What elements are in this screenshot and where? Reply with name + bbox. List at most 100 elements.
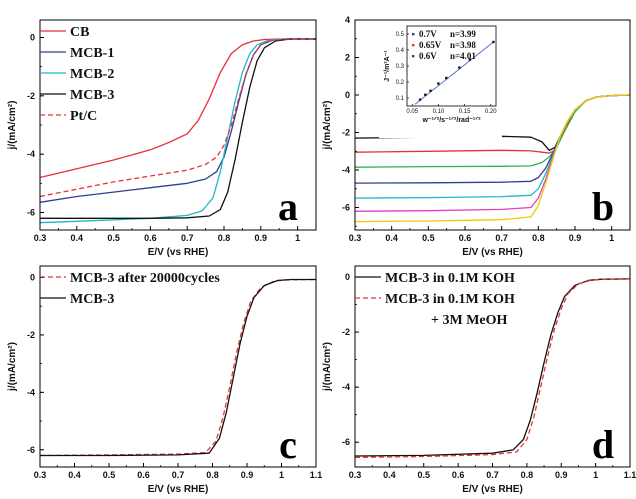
inset-legend-marker-0 <box>412 33 415 36</box>
series-line-1 <box>39 38 316 203</box>
legend-label-2: MCB-2 <box>70 67 114 82</box>
y-tick-label: -2 <box>27 330 35 340</box>
panel-letter: d <box>592 422 614 467</box>
inset-x-tick-label: 0.05 <box>406 109 418 115</box>
y-tick-label: -6 <box>342 203 350 213</box>
panel-c: 0.3 0.4 0.5 0.6 0.7 0.8 0.9 1 1.1 0 -2 -4 -6 E/V (vs … <box>7 265 323 495</box>
x-tick-label: 0.7 <box>486 470 499 480</box>
x-tick-label: 0.8 <box>218 233 231 243</box>
legend-label-4: Pt/C <box>70 109 97 124</box>
x-tick-label: 0.7 <box>172 470 185 480</box>
legend-label-cont-1: + 3M MeOH <box>431 313 508 328</box>
inset-legend-label-2: 0.6V <box>419 51 437 61</box>
x-tick-label: 0.6 <box>452 470 465 480</box>
panel-letter: a <box>278 184 298 229</box>
y-tick-label: 0 <box>345 272 350 282</box>
series-line-1 <box>354 278 631 459</box>
y-tick-label: -4 <box>27 149 35 159</box>
x-tick-label: 1 <box>609 233 614 243</box>
x-tick-label: 0.3 <box>34 233 47 243</box>
x-tick-label: 0.4 <box>68 470 81 480</box>
series-line-1 <box>40 278 316 457</box>
x-tick-label: 0.7 <box>495 233 508 243</box>
y-tick-label: 2 <box>345 53 350 63</box>
inset-legend-marker-1 <box>412 44 415 47</box>
y-tick-label: -2 <box>342 128 350 138</box>
inset-point-5 <box>458 66 461 69</box>
x-tick-label: 0.9 <box>555 470 568 480</box>
inset-legend-value-1: n=3.98 <box>450 40 476 50</box>
x-tick-label: 1 <box>593 470 598 480</box>
x-tick-label: 0.4 <box>71 233 84 243</box>
series-line-0 <box>39 38 316 179</box>
x-tick-label: 0.9 <box>255 233 268 243</box>
x-tick-label: 0.9 <box>241 470 254 480</box>
inset-x-title: w⁻¹ᐟ²/s⁻¹ᐟ²/rad⁻¹ᐟ² <box>421 116 481 124</box>
x-tick-label: 0.5 <box>107 233 120 243</box>
inset-background <box>379 24 502 138</box>
legend-label-0: MCB-3 after 20000cycles <box>70 271 220 286</box>
y-tick-label: -6 <box>27 208 35 218</box>
legend-label-3: MCB-3 <box>70 88 114 103</box>
x-tick-label: 0.3 <box>349 233 362 243</box>
x-tick-label: 0.5 <box>422 233 435 243</box>
legend-label-1: MCB-3 <box>70 292 114 307</box>
series-line-6 <box>354 94 631 223</box>
y-axis-title: j/(mA/cm²) <box>322 342 333 392</box>
y-tick-label: -2 <box>342 327 350 337</box>
inset-fit-line <box>414 41 494 105</box>
inset-x-tick-label: 0.20 <box>485 109 497 115</box>
inset-legend-label-1: 0.65V <box>419 40 442 50</box>
x-tick-label: 0.6 <box>144 233 157 243</box>
y-tick-label: -6 <box>27 445 35 455</box>
legend-label-1: MCB-1 <box>70 46 114 61</box>
panel-letter: c <box>279 422 297 467</box>
x-tick-label: 0.3 <box>349 470 362 480</box>
inset-legend-marker-2 <box>412 55 415 58</box>
x-tick-label: 0.8 <box>532 233 545 243</box>
x-tick-label: 1.1 <box>310 470 323 480</box>
series-line-0 <box>354 278 631 457</box>
inset-y-tick-label: 0.2 <box>396 80 405 86</box>
legend-label-1: MCB-3 in 0.1M KOH <box>385 292 515 307</box>
inset-y-tick-label: 0.1 <box>396 96 405 102</box>
x-tick-label: 0.5 <box>103 470 116 480</box>
x-axis-title: E/V (vs RHE) <box>462 247 523 258</box>
x-tick-label: 0.5 <box>417 470 430 480</box>
y-tick-label: 0 <box>30 33 35 43</box>
x-axis-title: E/V (vs RHE) <box>148 484 209 495</box>
y-tick-label: -4 <box>342 165 350 175</box>
x-tick-label: 0.6 <box>459 233 472 243</box>
x-axis-title: E/V (vs RHE) <box>462 484 523 495</box>
panel-a: 0.3 0.4 0.5 0.6 0.7 0.8 0.9 1 0 -2 -4 -6 E/V (vs RHE… <box>7 19 317 258</box>
panel-d: 0.3 0.4 0.5 0.6 0.7 0.8 0.9 1 1.1 0 -2 -4 -6 E/V (vs … <box>322 265 636 495</box>
x-tick-label: 0.3 <box>34 470 47 480</box>
x-tick-label: 0.4 <box>385 233 398 243</box>
inset-point-2 <box>429 89 432 92</box>
plot-frame <box>354 19 631 231</box>
x-tick-label: 0.9 <box>569 233 582 243</box>
inset-y-title: J⁻¹/m²A⁻¹ <box>384 50 391 82</box>
x-tick-label: 0.6 <box>137 470 150 480</box>
legend-label-0: CB <box>70 25 89 40</box>
inset-point-7 <box>492 40 495 44</box>
panel-letter: b <box>592 184 614 229</box>
y-tick-label: -4 <box>342 382 350 392</box>
panel-b: 0.3 0.4 0.5 0.6 0.7 0.8 0.9 1 4 2 0 -2 -4 -6 E/V (vs R… <box>322 15 631 258</box>
x-tick-label: 0.4 <box>383 470 396 480</box>
legend-label-0: MCB-3 in 0.1M KOH <box>385 271 515 286</box>
inset-legend-value-0: n=3.99 <box>450 29 476 39</box>
series-line-2 <box>39 38 316 224</box>
inset-point-1 <box>424 93 427 96</box>
series-line-3 <box>40 38 316 219</box>
x-axis-title: E/V (vs RHE) <box>148 247 209 258</box>
y-tick-label: 0 <box>345 90 350 100</box>
inset-point-0 <box>418 98 422 101</box>
inset-y-tick-label: 0.5 <box>396 32 405 38</box>
x-tick-label: 1.1 <box>624 470 636 480</box>
y-tick-label: -6 <box>342 437 350 447</box>
inset-legend-value-2: n=4.01 <box>450 51 476 61</box>
x-tick-label: 1 <box>295 233 300 243</box>
x-tick-label: 0.8 <box>521 470 534 480</box>
